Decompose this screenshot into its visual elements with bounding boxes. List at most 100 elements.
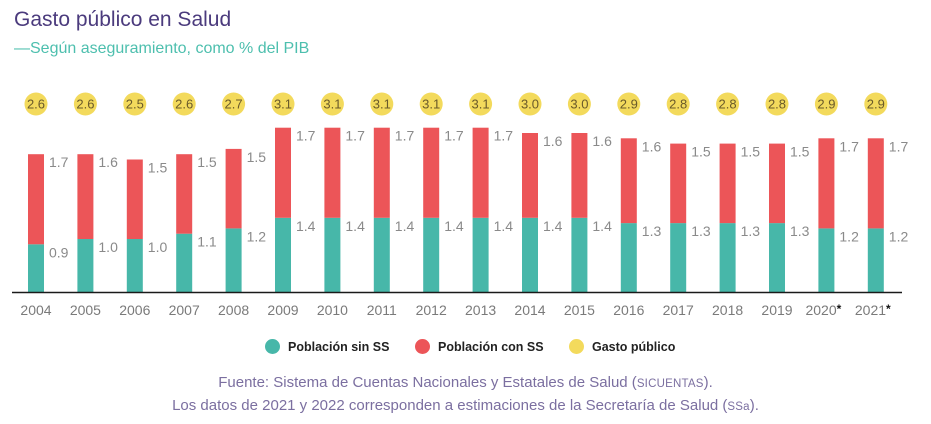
data-label-sin-ss-2012: 1.4 — [444, 218, 464, 234]
bar-sin-ss-2011 — [373, 217, 390, 292]
bar-sin-ss-2005 — [77, 239, 94, 292]
bar-sin-ss-2013 — [472, 217, 489, 292]
bar-sin-ss-2014 — [522, 217, 538, 292]
data-label-con-ss-2019: 1.5 — [790, 144, 810, 160]
chart-title: Gasto público en Salud — [14, 8, 232, 31]
data-label-gasto-2021: 2.9 — [867, 97, 885, 112]
footer-source: Fuente: Sistema de Cuentas Nacionales y … — [0, 374, 931, 391]
data-label-con-ss-2011: 1.7 — [395, 128, 415, 144]
data-label-con-ss-2018: 1.5 — [741, 144, 761, 160]
data-label-sin-ss-2015: 1.4 — [592, 218, 612, 234]
x-tick-label-2017: 2017 — [663, 302, 694, 318]
data-label-gasto-2010: 3.1 — [323, 97, 341, 112]
data-label-sin-ss-2007: 1.1 — [197, 234, 217, 250]
data-label-gasto-2007: 2.6 — [175, 97, 193, 112]
stacked-bar-chart: 1.7 0.9 2.6 2004 1.6 1.0 2.6 2005 1.5 1.0 2.5 2006 1… — [12, 92, 909, 318]
x-tick-label-2018: 2018 — [712, 302, 743, 318]
data-label-sin-ss-2014: 1.4 — [543, 218, 563, 234]
data-label-sin-ss-2020: 1.2 — [839, 228, 859, 244]
gasto-marker-2007 — [172, 92, 196, 116]
data-label-gasto-2013: 3.1 — [472, 97, 490, 112]
data-label-gasto-2006: 2.5 — [126, 97, 144, 112]
legend: Población sin SS Población con SS Gasto … — [0, 339, 931, 357]
estimate-asterisk: * — [837, 302, 842, 316]
data-label-gasto-2020: 2.9 — [817, 97, 835, 112]
bar-con-ss-2011 — [373, 127, 390, 218]
bar-sin-ss-2004 — [28, 244, 44, 292]
bar-con-ss-2012 — [423, 127, 440, 218]
data-label-con-ss-2021: 1.7 — [889, 138, 909, 154]
footer-source-abbr: SICUENTAS — [636, 378, 704, 390]
x-tick-label-2012: 2012 — [416, 302, 447, 318]
gasto-marker-2013 — [469, 92, 493, 116]
bar-sin-ss-2016 — [620, 223, 637, 292]
data-label-sin-ss-2021: 1.2 — [889, 228, 909, 244]
bar-con-ss-2021 — [867, 138, 884, 229]
data-label-sin-ss-2016: 1.3 — [642, 223, 662, 239]
bar-con-ss-2006 — [126, 159, 143, 239]
x-tick-label-2020: 2020* — [805, 302, 841, 318]
bar-sin-ss-2010 — [324, 217, 341, 292]
gasto-marker-2015 — [567, 92, 591, 116]
legend-label-con-ss: Población con SS — [438, 339, 544, 354]
gasto-marker-2017 — [666, 92, 690, 116]
x-tick-label-2015: 2015 — [564, 302, 595, 318]
footer-source-end: ). — [703, 374, 713, 391]
data-label-con-ss-2012: 1.7 — [444, 128, 464, 144]
gasto-marker-2009 — [271, 92, 295, 116]
data-label-sin-ss-2009: 1.4 — [296, 218, 316, 234]
data-label-sin-ss-2019: 1.3 — [790, 223, 810, 239]
x-tick-label-2008: 2008 — [218, 302, 249, 318]
data-label-sin-ss-2011: 1.4 — [395, 218, 415, 234]
x-tick-label-2016: 2016 — [613, 302, 644, 318]
data-label-con-ss-2014: 1.6 — [543, 133, 563, 149]
bar-sin-ss-2008 — [225, 228, 242, 292]
bar-con-ss-2004 — [28, 154, 44, 245]
bar-con-ss-2015 — [571, 133, 588, 218]
bar-con-ss-2018 — [719, 143, 736, 224]
gasto-marker-2006 — [123, 92, 147, 116]
gasto-marker-2012 — [419, 92, 443, 116]
data-label-con-ss-2016: 1.6 — [642, 138, 662, 154]
gasto-marker-2016 — [617, 92, 641, 116]
data-label-sin-ss-2013: 1.4 — [494, 218, 514, 234]
x-tick-label-2006: 2006 — [119, 302, 150, 318]
bar-con-ss-2016 — [620, 138, 637, 224]
x-tick-label-2014: 2014 — [514, 302, 545, 318]
data-label-sin-ss-2017: 1.3 — [691, 223, 711, 239]
bar-sin-ss-2017 — [670, 223, 687, 292]
data-label-gasto-2004: 2.6 — [27, 97, 45, 112]
legend-item-con-ss: Población con SS — [415, 339, 544, 354]
legend-item-sin-ss: Población sin SS — [265, 339, 389, 354]
labels-group: 1.7 0.9 2.6 2004 1.6 1.0 2.6 2005 1.5 1.0 2.5 2006 1… — [20, 92, 909, 318]
bar-con-ss-2020 — [818, 138, 835, 229]
data-label-gasto-2018: 2.8 — [719, 97, 737, 112]
data-label-gasto-2017: 2.8 — [669, 97, 687, 112]
legend-swatch-sin-ss — [265, 339, 280, 354]
footer-source-text: Fuente: Sistema de Cuentas Nacionales y … — [218, 374, 637, 391]
bars-group — [28, 127, 884, 292]
data-label-sin-ss-2018: 1.3 — [741, 223, 761, 239]
chart-subtitle: —Según aseguramiento, como % del PIB — [14, 40, 310, 57]
data-label-gasto-2015: 3.0 — [570, 97, 588, 112]
x-tick-label-2021: 2021* — [855, 302, 891, 318]
bar-con-ss-2008 — [225, 148, 242, 229]
bar-con-ss-2009 — [275, 127, 291, 218]
x-tick-label-2019: 2019 — [761, 302, 792, 318]
data-label-con-ss-2005: 1.6 — [98, 154, 118, 170]
footer-note-end: ). — [749, 397, 759, 414]
gasto-marker-2018 — [716, 92, 740, 116]
data-label-gasto-2008: 2.7 — [225, 97, 243, 112]
estimate-asterisk: * — [886, 302, 891, 316]
gasto-marker-2020 — [814, 92, 838, 116]
data-label-con-ss-2009: 1.7 — [296, 128, 316, 144]
legend-swatch-con-ss — [415, 339, 430, 354]
legend-swatch-gasto — [569, 339, 584, 354]
data-label-con-ss-2015: 1.6 — [592, 133, 612, 149]
gasto-marker-2011 — [370, 92, 394, 116]
bar-sin-ss-2020 — [818, 228, 835, 292]
bar-con-ss-2010 — [324, 127, 341, 218]
bar-sin-ss-2012 — [423, 217, 440, 292]
bar-sin-ss-2021 — [867, 228, 884, 292]
bar-con-ss-2013 — [472, 127, 489, 218]
